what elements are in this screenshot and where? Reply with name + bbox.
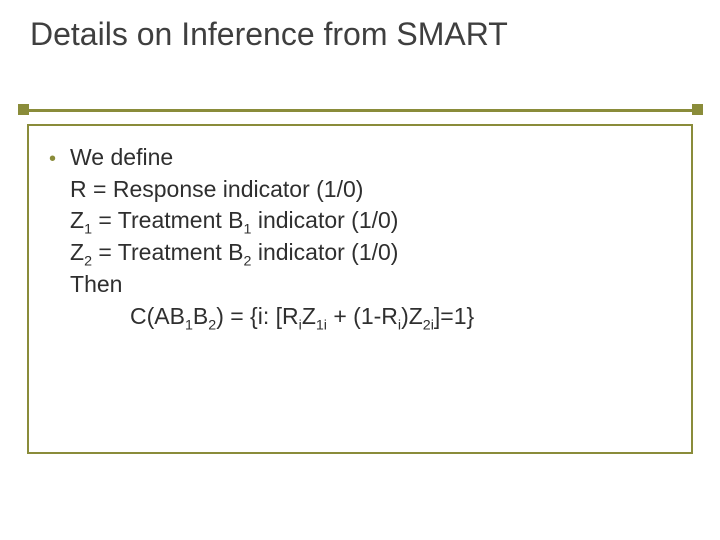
slide-title: Details on Inference from SMART <box>30 14 720 54</box>
line-then: Then <box>70 269 474 301</box>
line-define: We define <box>70 142 474 174</box>
title-block: Details on Inference from SMART <box>0 0 720 54</box>
content-box: • We define R = Response indicator (1/0)… <box>27 124 693 454</box>
accent-square-right <box>692 104 703 115</box>
title-underline <box>28 109 692 112</box>
bullet-icon: • <box>49 148 56 171</box>
line-z2: Z2 = Treatment B2 indicator (1/0) <box>70 237 474 269</box>
bullet-item: • We define R = Response indicator (1/0)… <box>49 142 671 332</box>
body-text: We define R = Response indicator (1/0) Z… <box>70 142 474 332</box>
line-z1: Z1 = Treatment B1 indicator (1/0) <box>70 205 474 237</box>
line-r: R = Response indicator (1/0) <box>70 174 474 206</box>
slide: Details on Inference from SMART • We def… <box>0 0 720 540</box>
line-formula: C(AB1B2) = {i: [RiZ1i + (1-Ri)Z2i]=1} <box>130 301 474 333</box>
